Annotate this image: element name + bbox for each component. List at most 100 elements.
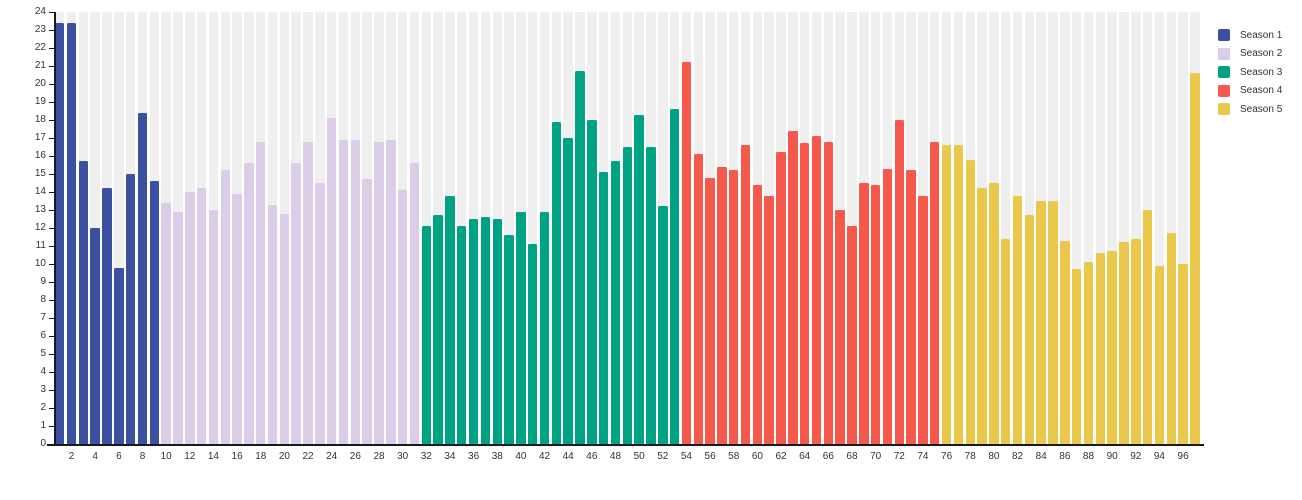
bar-episode-91[interactable] xyxy=(1119,242,1129,444)
bar-episode-89[interactable] xyxy=(1095,253,1106,444)
bar-episode-85[interactable] xyxy=(1048,201,1058,444)
bar-episode-31[interactable] xyxy=(409,163,420,444)
bar-episode-20[interactable] xyxy=(279,213,290,444)
bar-episode-6[interactable] xyxy=(114,267,124,444)
bar-episode-38[interactable] xyxy=(492,219,502,444)
bar-episode-92[interactable] xyxy=(1131,238,1141,444)
bar-episode-80[interactable] xyxy=(989,183,999,444)
bar-episode-96[interactable] xyxy=(1178,264,1188,444)
bar-episode-78[interactable] xyxy=(965,159,975,444)
bar-episode-93[interactable] xyxy=(1142,210,1153,444)
bar-episode-11[interactable] xyxy=(173,211,183,444)
bar-episode-23[interactable] xyxy=(315,183,325,444)
bar-episode-41[interactable] xyxy=(527,244,538,444)
bar-episode-12[interactable] xyxy=(185,192,195,444)
bar-episode-87[interactable] xyxy=(1071,269,1082,444)
bar-episode-88[interactable] xyxy=(1083,262,1094,444)
bar-episode-35[interactable] xyxy=(457,226,467,444)
bar-episode-27[interactable] xyxy=(362,179,372,444)
bar-episode-60[interactable] xyxy=(752,184,763,444)
bar-episode-68[interactable] xyxy=(847,226,857,444)
bar-episode-90[interactable] xyxy=(1107,251,1117,444)
bar-episode-24[interactable] xyxy=(326,118,337,444)
bar-episode-19[interactable] xyxy=(267,204,278,444)
bar-episode-47[interactable] xyxy=(598,172,609,444)
bar-episode-14[interactable] xyxy=(208,210,219,444)
bar-episode-22[interactable] xyxy=(303,141,313,444)
bar-episode-1[interactable] xyxy=(55,22,65,444)
bar-episode-50[interactable] xyxy=(634,114,644,444)
bar-episode-16[interactable] xyxy=(232,193,242,444)
bar-episode-70[interactable] xyxy=(870,184,881,444)
bar-episode-95[interactable] xyxy=(1166,233,1176,444)
bar-episode-13[interactable] xyxy=(196,188,207,444)
bar-episode-44[interactable] xyxy=(563,138,573,444)
bar-episode-79[interactable] xyxy=(977,188,987,444)
bar-episode-4[interactable] xyxy=(90,228,100,444)
bar-episode-2[interactable] xyxy=(66,22,77,444)
bar-episode-61[interactable] xyxy=(764,195,774,444)
bar-episode-8[interactable] xyxy=(137,112,148,444)
bar-episode-83[interactable] xyxy=(1024,215,1035,444)
bar-episode-56[interactable] xyxy=(705,177,715,444)
bar-episode-52[interactable] xyxy=(658,206,668,444)
bar-episode-18[interactable] xyxy=(256,141,266,444)
bar-episode-53[interactable] xyxy=(669,109,680,444)
bar-episode-86[interactable] xyxy=(1060,240,1070,444)
bar-episode-29[interactable] xyxy=(386,139,396,444)
bar-episode-48[interactable] xyxy=(610,161,621,444)
bar-episode-43[interactable] xyxy=(551,121,562,444)
bar-episode-37[interactable] xyxy=(480,217,491,444)
bar-episode-62[interactable] xyxy=(776,152,786,444)
bar-episode-55[interactable] xyxy=(693,154,703,444)
bar-episode-32[interactable] xyxy=(421,226,432,444)
legend-item-season-1[interactable]: Season 1 xyxy=(1218,26,1282,45)
bar-episode-42[interactable] xyxy=(539,211,550,444)
bar-episode-69[interactable] xyxy=(859,183,869,444)
bar-episode-15[interactable] xyxy=(220,170,230,444)
bar-episode-67[interactable] xyxy=(835,210,845,444)
legend-item-season-2[interactable]: Season 2 xyxy=(1218,45,1282,64)
bar-episode-28[interactable] xyxy=(374,141,384,444)
bar-episode-33[interactable] xyxy=(433,215,443,444)
bar-episode-10[interactable] xyxy=(161,202,171,444)
bar-episode-57[interactable] xyxy=(717,166,727,444)
bar-episode-59[interactable] xyxy=(740,145,751,444)
bar-episode-40[interactable] xyxy=(516,211,526,444)
bar-episode-51[interactable] xyxy=(646,147,656,444)
bar-episode-36[interactable] xyxy=(468,219,479,444)
bar-episode-81[interactable] xyxy=(1000,238,1011,444)
bar-episode-73[interactable] xyxy=(906,170,916,444)
bar-episode-46[interactable] xyxy=(587,120,597,444)
bar-episode-77[interactable] xyxy=(953,145,964,444)
bar-episode-9[interactable] xyxy=(149,181,160,444)
bar-episode-82[interactable] xyxy=(1012,195,1023,444)
bar-episode-25[interactable] xyxy=(338,139,349,444)
bar-episode-97[interactable] xyxy=(1190,73,1200,444)
bar-episode-7[interactable] xyxy=(125,174,136,444)
bar-episode-74[interactable] xyxy=(918,195,928,444)
bar-episode-71[interactable] xyxy=(882,168,893,444)
bar-episode-26[interactable] xyxy=(350,139,361,444)
bar-episode-64[interactable] xyxy=(799,143,810,444)
bar-episode-39[interactable] xyxy=(504,235,514,444)
bar-episode-84[interactable] xyxy=(1036,201,1046,444)
bar-episode-34[interactable] xyxy=(445,195,455,444)
bar-episode-3[interactable] xyxy=(78,161,89,444)
legend-item-season-5[interactable]: Season 5 xyxy=(1218,100,1282,119)
bar-episode-72[interactable] xyxy=(894,120,904,444)
bar-episode-76[interactable] xyxy=(941,145,952,444)
bar-episode-30[interactable] xyxy=(397,190,408,444)
bar-episode-65[interactable] xyxy=(811,136,822,444)
bar-episode-45[interactable] xyxy=(575,71,585,444)
bar-episode-58[interactable] xyxy=(729,170,739,444)
bar-episode-49[interactable] xyxy=(622,147,633,444)
legend-item-season-3[interactable]: Season 3 xyxy=(1218,63,1282,82)
legend-item-season-4[interactable]: Season 4 xyxy=(1218,82,1282,101)
bar-episode-94[interactable] xyxy=(1154,265,1165,444)
bar-episode-54[interactable] xyxy=(681,62,692,444)
bar-episode-17[interactable] xyxy=(244,163,254,444)
bar-episode-66[interactable] xyxy=(823,141,834,444)
bar-episode-5[interactable] xyxy=(102,188,112,444)
bar-episode-21[interactable] xyxy=(291,163,301,444)
